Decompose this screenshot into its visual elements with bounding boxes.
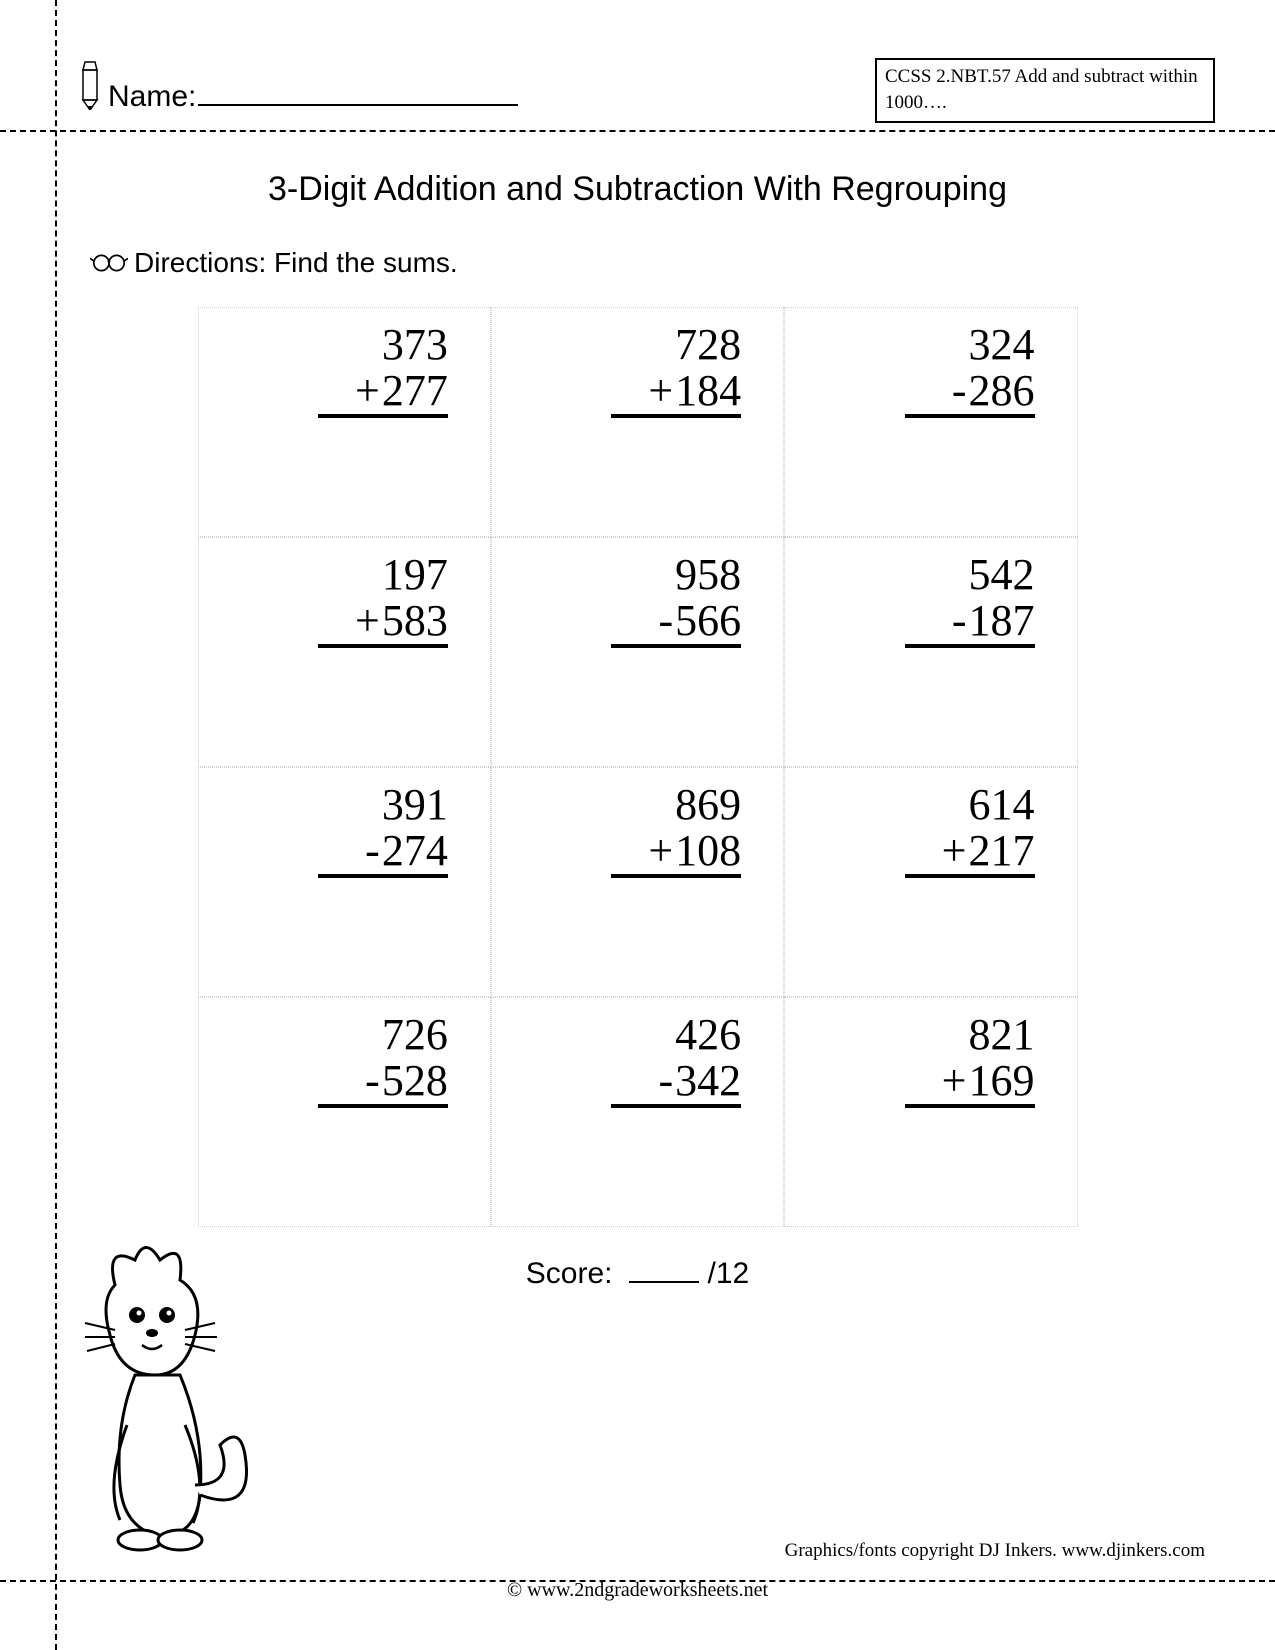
pencil-icon bbox=[75, 60, 105, 110]
problem-top-number: 324 bbox=[785, 322, 1034, 368]
problem-bottom-number: 108 bbox=[675, 826, 741, 875]
page-title: 3-Digit Addition and Subtraction With Re… bbox=[60, 170, 1215, 209]
problem-bottom-row: +217 bbox=[905, 828, 1035, 878]
problem-operator: + bbox=[942, 1056, 967, 1105]
problem-bottom-number: 583 bbox=[382, 596, 448, 645]
problem-bottom-number: 187 bbox=[969, 596, 1035, 645]
problem-cell[interactable]: 821+169 bbox=[784, 997, 1077, 1227]
problem-bottom-number: 566 bbox=[675, 596, 741, 645]
problem-bottom-row: -528 bbox=[318, 1058, 448, 1108]
problem-bottom-row: -274 bbox=[318, 828, 448, 878]
problem-top-number: 728 bbox=[492, 322, 741, 368]
problem-bottom-number: 169 bbox=[969, 1056, 1035, 1105]
problem-cell[interactable]: 324-286 bbox=[784, 307, 1077, 537]
problem-top-number: 726 bbox=[199, 1012, 448, 1058]
directions-text: Directions: Find the sums. bbox=[134, 247, 458, 279]
problem-top-number: 869 bbox=[492, 782, 741, 828]
problem-bottom-number: 277 bbox=[382, 366, 448, 415]
name-label: Name: bbox=[108, 80, 196, 114]
problem-top-number: 821 bbox=[785, 1012, 1034, 1058]
problem-top-number: 197 bbox=[199, 552, 448, 598]
header: Name: CCSS 2.NBT.57 Add and subtract wit… bbox=[80, 50, 1215, 130]
score-input-line[interactable] bbox=[629, 1281, 699, 1283]
problem-bottom-row: +169 bbox=[905, 1058, 1035, 1108]
problem-cell[interactable]: 869+108 bbox=[491, 767, 784, 997]
problem-top-number: 391 bbox=[199, 782, 448, 828]
problem-bottom-row: -286 bbox=[905, 368, 1035, 418]
directions: Directions: Find the sums. bbox=[90, 247, 1215, 279]
problem-cell[interactable]: 614+217 bbox=[784, 767, 1077, 997]
problem-operator: + bbox=[648, 366, 673, 415]
problem-cell[interactable]: 197+583 bbox=[198, 537, 491, 767]
problem-cell[interactable]: 426-342 bbox=[491, 997, 784, 1227]
standard-box: CCSS 2.NBT.57 Add and subtract within 10… bbox=[875, 58, 1215, 123]
problem-bottom-number: 286 bbox=[969, 366, 1035, 415]
problem-bottom-number: 274 bbox=[382, 826, 448, 875]
margin-top-cutline bbox=[0, 130, 1275, 132]
problem-bottom-row: -566 bbox=[611, 598, 741, 648]
problem-bottom-row: +583 bbox=[318, 598, 448, 648]
problem-cell[interactable]: 728+184 bbox=[491, 307, 784, 537]
problem-bottom-number: 342 bbox=[675, 1056, 741, 1105]
problem-bottom-number: 528 bbox=[382, 1056, 448, 1105]
footer-url: © www.2ndgradeworksheets.net bbox=[0, 1579, 1275, 1602]
standard-text: CCSS 2.NBT.57 Add and subtract within 10… bbox=[885, 66, 1198, 113]
problem-bottom-number: 217 bbox=[969, 826, 1035, 875]
problem-operator: - bbox=[659, 1056, 674, 1105]
problem-operator: + bbox=[355, 366, 380, 415]
problem-bottom-number: 184 bbox=[675, 366, 741, 415]
problem-bottom-row: +108 bbox=[611, 828, 741, 878]
problem-top-number: 542 bbox=[785, 552, 1034, 598]
problem-operator: - bbox=[952, 596, 967, 645]
score-label: Score: bbox=[526, 1257, 613, 1290]
problem-cell[interactable]: 542-187 bbox=[784, 537, 1077, 767]
cat-illustration bbox=[45, 1225, 275, 1555]
score-denominator: /12 bbox=[708, 1257, 750, 1290]
problem-top-number: 373 bbox=[199, 322, 448, 368]
problem-operator: + bbox=[648, 826, 673, 875]
problem-cell[interactable]: 726-528 bbox=[198, 997, 491, 1227]
problem-operator: - bbox=[365, 826, 380, 875]
problem-top-number: 958 bbox=[492, 552, 741, 598]
glasses-icon bbox=[90, 252, 128, 274]
problem-grid: 373+277728+184324-286197+583958-566542-1… bbox=[198, 307, 1078, 1227]
problem-operator: - bbox=[365, 1056, 380, 1105]
problem-operator: - bbox=[659, 596, 674, 645]
problem-top-number: 614 bbox=[785, 782, 1034, 828]
name-field[interactable]: Name: bbox=[108, 78, 518, 114]
credits-text: Graphics/fonts copyright DJ Inkers. www.… bbox=[785, 1540, 1205, 1562]
problem-bottom-row: +277 bbox=[318, 368, 448, 418]
problem-top-number: 426 bbox=[492, 1012, 741, 1058]
problem-cell[interactable]: 391-274 bbox=[198, 767, 491, 997]
problem-cell[interactable]: 958-566 bbox=[491, 537, 784, 767]
problem-cell[interactable]: 373+277 bbox=[198, 307, 491, 537]
problem-operator: + bbox=[942, 826, 967, 875]
worksheet-page: Name: CCSS 2.NBT.57 Add and subtract wit… bbox=[0, 0, 1275, 1650]
problem-bottom-row: +184 bbox=[611, 368, 741, 418]
problem-bottom-row: -342 bbox=[611, 1058, 741, 1108]
name-input-line[interactable] bbox=[198, 78, 518, 106]
problem-bottom-row: -187 bbox=[905, 598, 1035, 648]
problem-operator: + bbox=[355, 596, 380, 645]
problem-operator: - bbox=[952, 366, 967, 415]
